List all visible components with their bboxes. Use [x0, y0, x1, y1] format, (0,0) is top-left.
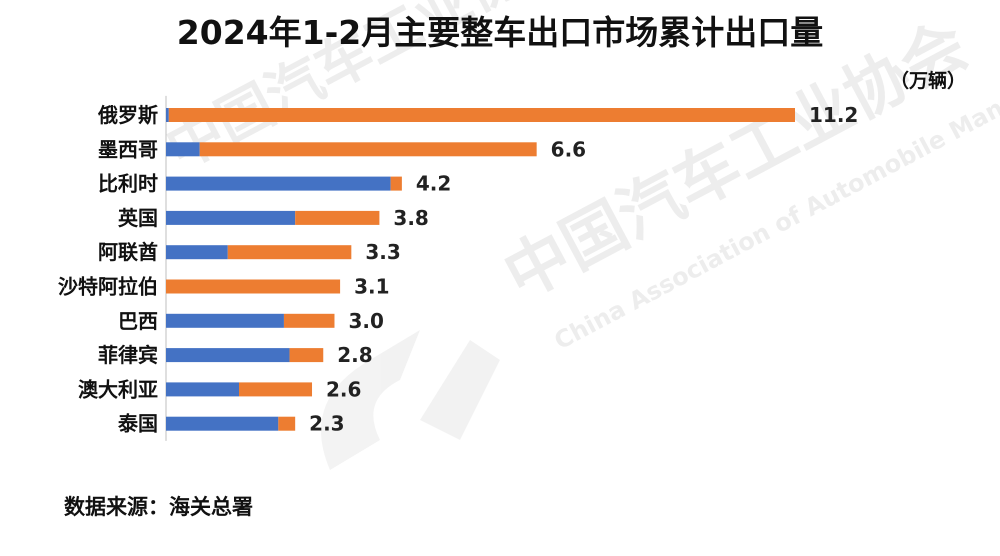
bar-segment-series-1 [390, 176, 402, 191]
bar-segment-series-0 [166, 176, 391, 191]
bar-segment-series-0 [166, 210, 296, 225]
category-label: 沙特阿拉伯 [58, 275, 158, 299]
bar-segment-series-0 [166, 416, 279, 431]
value-label: 6.6 [551, 137, 586, 161]
category-label: 澳大利亚 [78, 377, 158, 401]
category-label: 俄罗斯 [97, 103, 158, 127]
value-label: 2.8 [337, 343, 372, 367]
bar-segment-series-0 [166, 382, 240, 397]
category-label: 泰国 [117, 412, 158, 436]
bar-segment-series-0 [166, 108, 169, 122]
category-label: 阿联酋 [98, 240, 158, 264]
chart-title: 2024年1-2月主要整车出口市场累计出口量 [176, 13, 824, 52]
category-label: 比利时 [98, 172, 158, 196]
unit-label: （万辆） [890, 70, 967, 92]
bar-segment-series-1 [227, 245, 352, 260]
bar-segment-series-1 [295, 210, 380, 225]
value-label: 3.1 [354, 275, 389, 299]
value-label: 3.8 [393, 206, 428, 230]
bar-segment-series-0 [166, 142, 200, 157]
value-label: 11.2 [809, 103, 858, 127]
value-label: 3.0 [348, 309, 383, 333]
bar-segment-series-1 [283, 313, 335, 328]
source-note: 数据来源：海关总署 [64, 495, 253, 519]
category-label: 英国 [118, 206, 158, 230]
category-label: 菲律宾 [98, 343, 158, 367]
bar-segment-series-1 [199, 142, 537, 157]
bar-segment-series-1 [278, 416, 296, 431]
bar-segment-series-1 [166, 279, 341, 294]
value-label: 2.3 [309, 412, 344, 436]
bar-segment-series-0 [166, 245, 228, 260]
bar-segment-series-0 [166, 348, 290, 363]
value-label: 2.6 [326, 377, 361, 401]
value-label: 4.2 [416, 172, 451, 196]
category-label: 巴西 [118, 309, 158, 333]
bar-segment-series-1 [168, 108, 795, 122]
bar-segment-series-1 [239, 382, 313, 397]
bar-segment-series-0 [166, 313, 284, 328]
category-label: 墨西哥 [98, 137, 158, 161]
bar-segment-series-1 [289, 348, 324, 363]
value-label: 3.3 [365, 240, 400, 264]
